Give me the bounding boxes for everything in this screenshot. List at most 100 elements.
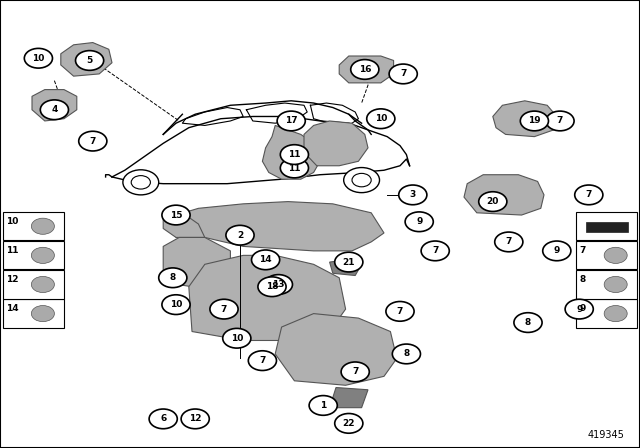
Circle shape: [31, 247, 54, 263]
Circle shape: [520, 111, 548, 131]
Text: 7: 7: [579, 246, 586, 255]
Text: 11: 11: [6, 246, 19, 255]
FancyBboxPatch shape: [3, 271, 64, 298]
Text: 8: 8: [170, 273, 176, 282]
Text: 9: 9: [576, 305, 582, 314]
Circle shape: [389, 64, 417, 84]
Text: 6: 6: [160, 414, 166, 423]
Circle shape: [405, 212, 433, 232]
Text: 20: 20: [486, 197, 499, 206]
Circle shape: [543, 241, 571, 261]
Circle shape: [514, 313, 542, 332]
Text: 18: 18: [266, 282, 278, 291]
Text: 11: 11: [288, 150, 301, 159]
Circle shape: [149, 409, 177, 429]
Circle shape: [31, 276, 54, 293]
Text: 7: 7: [506, 237, 512, 246]
Polygon shape: [189, 255, 346, 340]
Circle shape: [226, 225, 254, 245]
Circle shape: [223, 328, 251, 348]
Polygon shape: [330, 260, 362, 276]
Text: 16: 16: [358, 65, 371, 74]
Polygon shape: [262, 125, 320, 179]
Polygon shape: [275, 314, 397, 385]
Circle shape: [367, 109, 395, 129]
Text: 7: 7: [259, 356, 266, 365]
Text: 9: 9: [579, 304, 586, 313]
Circle shape: [351, 60, 379, 79]
Circle shape: [131, 176, 150, 189]
Text: 14: 14: [6, 304, 19, 313]
Circle shape: [76, 51, 104, 70]
Text: 12: 12: [6, 275, 19, 284]
Text: 17: 17: [285, 116, 298, 125]
Text: 419345: 419345: [587, 430, 624, 440]
Text: 4: 4: [51, 105, 58, 114]
Circle shape: [31, 218, 54, 234]
Text: 10: 10: [230, 334, 243, 343]
Polygon shape: [32, 90, 77, 121]
FancyBboxPatch shape: [576, 241, 637, 270]
Text: 7: 7: [221, 305, 227, 314]
Circle shape: [258, 277, 286, 297]
Circle shape: [210, 299, 238, 319]
Circle shape: [24, 48, 52, 68]
Circle shape: [248, 351, 276, 370]
Circle shape: [341, 362, 369, 382]
Polygon shape: [586, 222, 628, 232]
Text: 7: 7: [90, 137, 96, 146]
FancyBboxPatch shape: [3, 300, 64, 328]
FancyBboxPatch shape: [3, 212, 64, 240]
Circle shape: [309, 396, 337, 415]
Text: 9: 9: [554, 246, 560, 255]
Text: 10: 10: [6, 217, 19, 226]
Circle shape: [344, 168, 380, 193]
Text: 7: 7: [397, 307, 403, 316]
Circle shape: [575, 185, 603, 205]
FancyBboxPatch shape: [576, 300, 637, 328]
Polygon shape: [339, 56, 394, 83]
Text: 15: 15: [170, 211, 182, 220]
Circle shape: [479, 192, 507, 211]
Circle shape: [399, 185, 427, 205]
Text: 10: 10: [374, 114, 387, 123]
Circle shape: [604, 247, 627, 263]
Circle shape: [352, 173, 371, 187]
Circle shape: [277, 111, 305, 131]
Polygon shape: [493, 101, 557, 137]
Circle shape: [604, 276, 627, 293]
FancyBboxPatch shape: [576, 271, 637, 298]
Text: 1: 1: [320, 401, 326, 410]
Polygon shape: [176, 202, 384, 251]
Polygon shape: [163, 237, 230, 287]
Text: 8: 8: [403, 349, 410, 358]
Polygon shape: [304, 121, 368, 166]
Circle shape: [79, 131, 107, 151]
Text: 2: 2: [237, 231, 243, 240]
Polygon shape: [61, 43, 112, 76]
Circle shape: [40, 100, 68, 120]
Text: 7: 7: [586, 190, 592, 199]
Text: 10: 10: [170, 300, 182, 309]
Circle shape: [280, 158, 308, 178]
Text: 7: 7: [352, 367, 358, 376]
Text: 7: 7: [557, 116, 563, 125]
Circle shape: [565, 299, 593, 319]
Circle shape: [604, 306, 627, 322]
Text: 9: 9: [416, 217, 422, 226]
Circle shape: [386, 302, 414, 321]
FancyBboxPatch shape: [576, 212, 637, 240]
Circle shape: [159, 268, 187, 288]
Circle shape: [495, 232, 523, 252]
Circle shape: [123, 170, 159, 195]
Polygon shape: [163, 215, 205, 237]
Text: 19: 19: [528, 116, 541, 125]
Text: 5: 5: [86, 56, 93, 65]
Text: 14: 14: [259, 255, 272, 264]
Polygon shape: [330, 388, 368, 408]
Text: 22: 22: [342, 419, 355, 428]
Polygon shape: [464, 175, 544, 215]
Text: 3: 3: [410, 190, 416, 199]
Circle shape: [335, 252, 363, 272]
Circle shape: [392, 344, 420, 364]
